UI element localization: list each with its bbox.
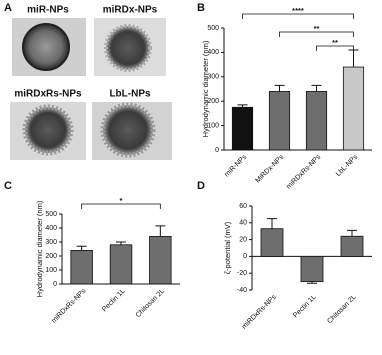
y-tick-label: 40 <box>239 220 247 227</box>
y-tick-label: 0 <box>243 253 247 260</box>
y-tick-label: 500 <box>207 25 219 32</box>
error-bar <box>267 218 277 229</box>
particle <box>22 23 70 71</box>
x-tick-label: Chitosan 2L <box>135 288 166 319</box>
error-bar <box>237 104 248 108</box>
y-tick-label: 60 <box>239 203 247 210</box>
y-tick-label: 0 <box>215 147 219 154</box>
x-tick-label: MiRDx-NPs <box>254 153 285 184</box>
error-bar <box>347 229 357 237</box>
y-tick-label: 20 <box>239 236 247 243</box>
bar <box>109 244 133 285</box>
y-axis-label: Hydrodynamic diameter (nm) <box>35 200 44 297</box>
y-tick-label: 300 <box>45 239 57 246</box>
error-bar <box>155 225 166 237</box>
y-tick-label: -40 <box>237 287 247 294</box>
y-tick-label: 300 <box>207 74 219 81</box>
particle <box>104 24 152 72</box>
error-bar <box>116 241 126 245</box>
error-bar <box>76 245 87 251</box>
significance-label: ** <box>314 24 320 33</box>
bar <box>305 91 328 151</box>
significance-bracket <box>279 31 354 37</box>
image-label: LbL-NPs <box>109 89 151 100</box>
panel-label: C <box>4 180 12 192</box>
error-bar <box>348 49 359 68</box>
y-axis-label: Hydrodynamic diameter (nm) <box>201 40 210 137</box>
bar <box>70 249 93 285</box>
x-tick-label: miRDxRs-NPs <box>285 153 322 190</box>
bar <box>260 228 284 257</box>
y-tick-label: 100 <box>207 122 219 129</box>
bar <box>149 235 172 285</box>
panel-label: A <box>4 2 12 14</box>
panel-label: D <box>197 180 205 192</box>
particle <box>22 104 74 156</box>
y-tick-label: 100 <box>45 267 57 274</box>
significance-label: ** <box>332 38 338 47</box>
particle <box>100 102 156 158</box>
error-bar <box>311 84 322 92</box>
significance-label: **** <box>292 6 304 15</box>
bar <box>340 235 364 257</box>
bar <box>300 255 324 282</box>
image-label: miR-NPs <box>27 5 69 16</box>
significance-bracket <box>242 13 354 19</box>
image-label: miRDxRs-NPs <box>14 89 82 100</box>
error-bar <box>274 84 285 92</box>
bar <box>342 66 365 151</box>
x-tick-label: Chitosan 2L <box>326 294 357 325</box>
significance-bracket <box>81 203 161 209</box>
significance-bracket <box>316 45 354 51</box>
bar <box>268 91 291 151</box>
y-tick-label: 400 <box>45 225 57 232</box>
y-tick-label: 500 <box>45 211 57 218</box>
image-label: miRDx-NPs <box>103 5 158 16</box>
x-tick-label: miRDxRs-NPs <box>241 293 278 330</box>
x-tick-label: LbL-NPs <box>335 153 360 178</box>
y-tick-label: 400 <box>207 49 219 56</box>
y-tick-label: -20 <box>237 270 247 277</box>
bar <box>231 106 254 151</box>
y-tick-label: 200 <box>45 253 57 260</box>
y-tick-label: 0 <box>53 281 57 288</box>
significance-label: * <box>120 196 123 205</box>
x-tick-label: Pectin 1L <box>101 288 127 314</box>
y-tick-label: 200 <box>207 98 219 105</box>
panel-label: B <box>197 2 205 14</box>
x-tick-label: miR-NPs <box>223 153 248 178</box>
x-tick-label: Pectin 1L <box>292 294 318 320</box>
error-bar <box>307 281 317 284</box>
y-axis-label: ζ-potential (mV) <box>223 221 232 274</box>
x-tick-label: miRDxRs-NPs <box>51 287 88 324</box>
